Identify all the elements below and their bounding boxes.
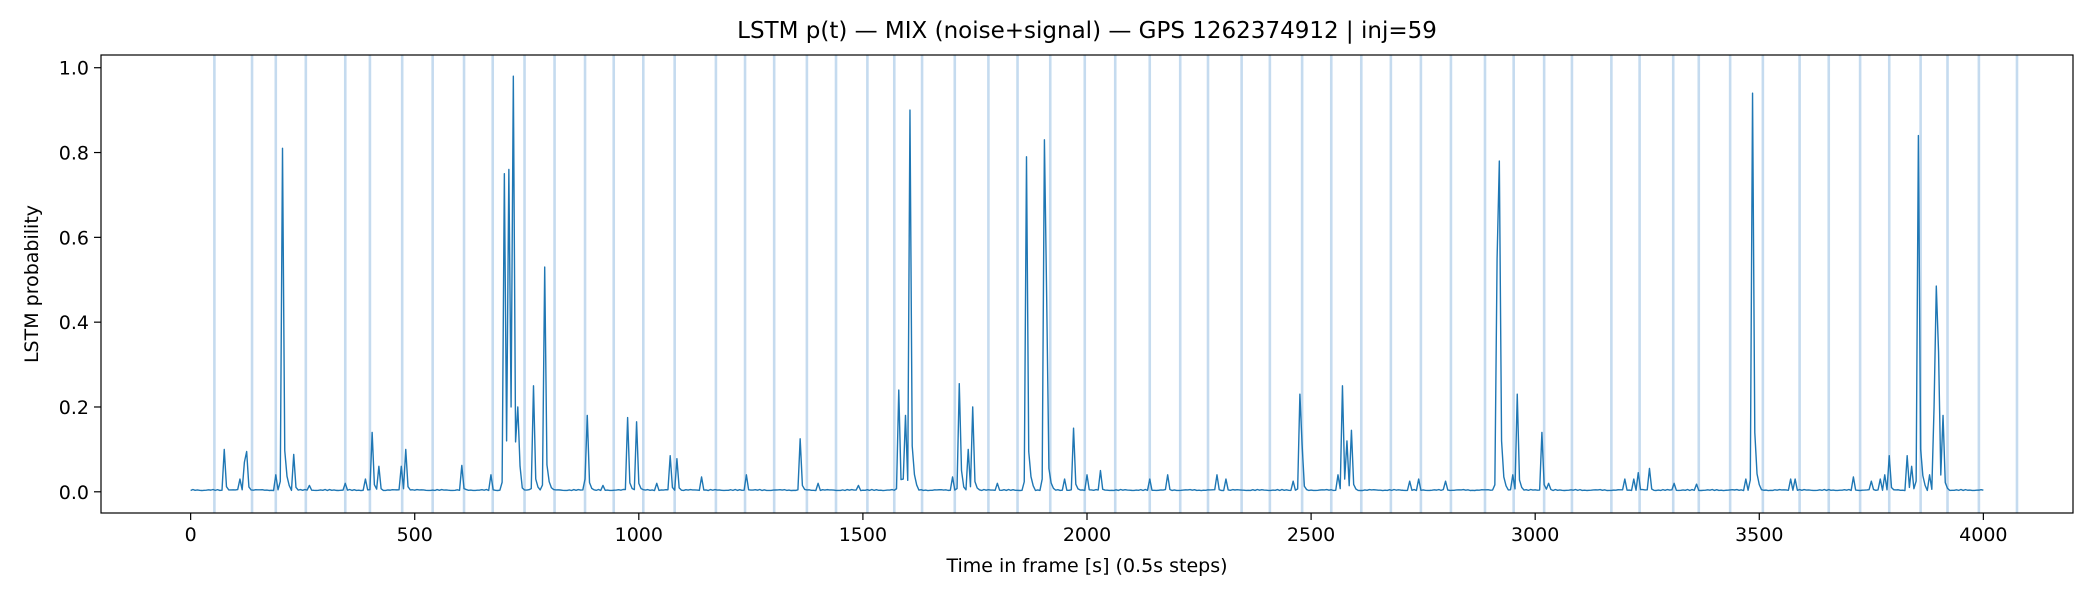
x-tick-label: 4000 [1959,524,2007,546]
x-tick-label: 1500 [839,524,887,546]
x-tick-label: 2500 [1287,524,1335,546]
y-tick-label: 0.2 [59,397,89,419]
series-line-lstm-probability [190,75,1984,492]
y-tick-label: 0.4 [59,312,89,334]
y-tick-label: 0.6 [59,227,89,249]
y-axis-label: LSTM probability [21,205,43,363]
x-tick-label: 1000 [615,524,663,546]
x-axis-ticks: 0 500 1000 1500 2000 2500 3000 3500 4000 [185,513,2008,546]
x-tick-label: 0 [185,524,197,546]
x-tick-label: 2000 [1063,524,1111,546]
chart-title: LSTM p(t) — MIX (noise+signal) — GPS 126… [737,18,1437,44]
series-line-layer [190,75,1984,492]
x-axis-label: Time in frame [s] (0.5s steps) [945,555,1227,577]
y-axis-ticks: 0.0 0.2 0.4 0.6 0.8 1.0 [59,58,101,504]
y-tick-label: 0.0 [59,482,89,504]
x-tick-label: 3000 [1511,524,1559,546]
x-tick-label: 500 [397,524,433,546]
y-tick-label: 0.8 [59,143,89,165]
x-tick-label: 3500 [1735,524,1783,546]
y-tick-label: 1.0 [59,58,89,80]
